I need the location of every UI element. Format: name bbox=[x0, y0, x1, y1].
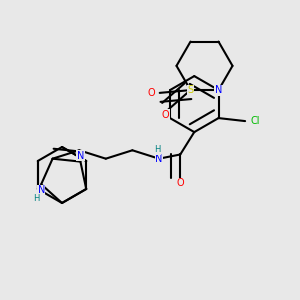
Text: O: O bbox=[161, 110, 169, 120]
Text: S: S bbox=[188, 85, 194, 95]
Text: N: N bbox=[215, 85, 222, 95]
Text: N: N bbox=[77, 151, 84, 160]
Text: O: O bbox=[176, 178, 184, 188]
Text: H: H bbox=[33, 194, 39, 203]
Text: H: H bbox=[154, 145, 160, 154]
Text: N: N bbox=[38, 185, 45, 195]
Text: Cl: Cl bbox=[250, 116, 260, 126]
Text: O: O bbox=[148, 88, 155, 98]
Text: N: N bbox=[155, 154, 163, 164]
